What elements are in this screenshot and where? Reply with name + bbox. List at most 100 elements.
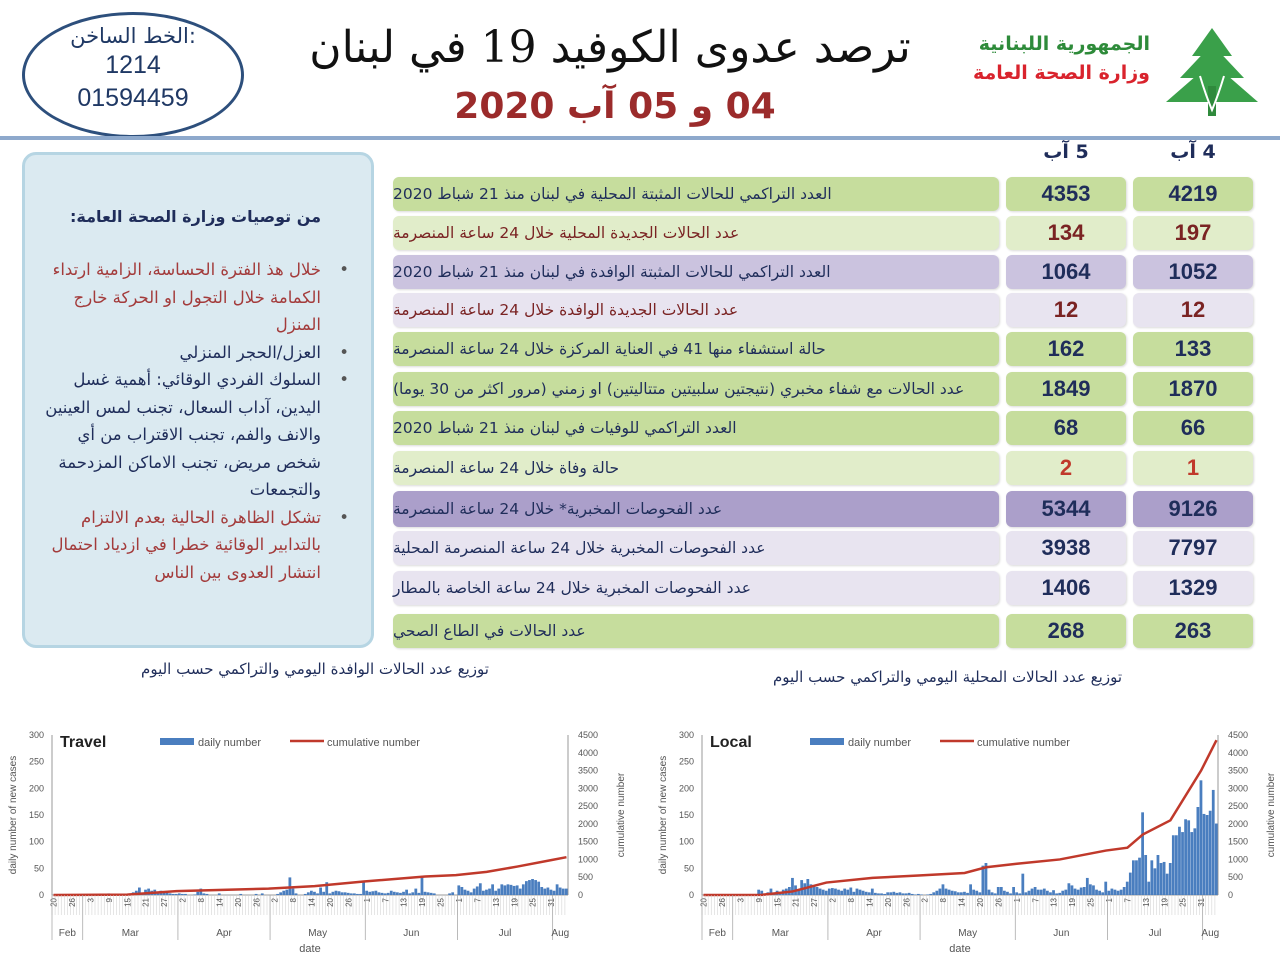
daily-bar bbox=[374, 890, 378, 895]
daily-bar bbox=[196, 891, 200, 895]
hotline-label: الخط الساخن: bbox=[70, 24, 196, 48]
daily-bar bbox=[1199, 780, 1203, 895]
row-label-text: عدد الحالات في الطاع الصحي bbox=[393, 622, 586, 640]
daily-bar bbox=[910, 893, 914, 895]
value-aug5-text: 68 bbox=[1053, 415, 1079, 440]
daily-bar bbox=[870, 888, 874, 895]
daily-bar bbox=[168, 893, 172, 895]
daily-bar bbox=[217, 893, 221, 895]
daily-bar bbox=[849, 887, 853, 895]
daily-bar bbox=[935, 890, 939, 895]
x-tick-label: 26 bbox=[718, 897, 727, 906]
value-aug4-text: 1 bbox=[1186, 455, 1200, 480]
x-tick-label: 13 bbox=[400, 897, 409, 906]
x-tick-label: 25 bbox=[1179, 897, 1188, 906]
value-aug4: 7797 bbox=[1133, 531, 1253, 565]
x-tick-label: 26 bbox=[994, 897, 1003, 906]
month-label: Feb bbox=[709, 928, 727, 939]
daily-bar bbox=[926, 894, 929, 895]
daily-bar bbox=[966, 892, 969, 895]
legend-line-label: cumulative number bbox=[327, 737, 420, 749]
daily-bar bbox=[515, 885, 519, 895]
y-tick-label: 150 bbox=[679, 810, 694, 820]
x-tick-label: 14 bbox=[865, 897, 874, 906]
daily-bar bbox=[947, 889, 951, 895]
daily-bar bbox=[310, 890, 313, 895]
daily-bar bbox=[552, 890, 556, 895]
x-tick-label: 15 bbox=[773, 897, 782, 906]
x-tick-label: 7 bbox=[1123, 897, 1132, 902]
y2-axis-title: cumulative number bbox=[1266, 772, 1277, 857]
value-aug5: 1064 bbox=[1006, 255, 1126, 289]
daily-bar bbox=[1082, 887, 1086, 895]
row-label: حالة استشفاء منها 41 في العناية المركزة … bbox=[393, 332, 999, 366]
daily-bar bbox=[202, 893, 206, 895]
hotline-number-landline: 01594459 bbox=[77, 84, 189, 112]
daily-bar bbox=[331, 891, 335, 895]
y2-tick-label: 1000 bbox=[578, 854, 598, 864]
daily-bar bbox=[1147, 881, 1151, 895]
daily-bar bbox=[1036, 889, 1040, 895]
value-aug4: 133 bbox=[1133, 332, 1253, 366]
daily-bar bbox=[999, 887, 1003, 895]
daily-bar bbox=[944, 888, 948, 895]
daily-bar bbox=[993, 893, 997, 895]
daily-bar bbox=[463, 889, 467, 895]
y2-tick-label: 1500 bbox=[1228, 837, 1248, 847]
daily-bar bbox=[1024, 892, 1028, 895]
value-aug4: 66 bbox=[1133, 411, 1253, 445]
daily-bar bbox=[1211, 789, 1215, 895]
daily-bar bbox=[892, 891, 896, 895]
x-tick-label: 14 bbox=[215, 897, 224, 906]
row-label-text: عدد الحالات الجديدة المحلية خلال 24 ساعة… bbox=[393, 224, 740, 242]
daily-bar bbox=[353, 893, 356, 895]
daily-bar bbox=[960, 892, 963, 895]
row-label: عدد الفحوصات المخبرية* خلال 24 ساعة المن… bbox=[393, 491, 999, 527]
x-tick-label: 8 bbox=[939, 897, 948, 902]
daily-bar bbox=[1156, 855, 1160, 895]
value-aug5-text: 134 bbox=[1047, 220, 1085, 245]
daily-bar bbox=[340, 892, 344, 895]
month-label: Apr bbox=[866, 928, 882, 939]
x-tick-label: 2 bbox=[921, 897, 930, 902]
daily-bar bbox=[343, 892, 347, 895]
column-header-aug4: 4 آب bbox=[1170, 141, 1216, 163]
y2-axis-title: cumulative number bbox=[616, 772, 627, 857]
hotline-number: 1214 bbox=[105, 51, 161, 79]
row-label: عدد الفحوصات المخبرية خلال 24 ساعة الخاص… bbox=[393, 571, 999, 605]
daily-bar bbox=[1076, 889, 1080, 895]
daily-bar bbox=[886, 892, 890, 895]
month-label: May bbox=[308, 928, 327, 939]
daily-bar bbox=[518, 888, 522, 895]
value-aug4-text: 1870 bbox=[1168, 376, 1218, 401]
daily-bar bbox=[867, 892, 871, 895]
daily-bar bbox=[558, 887, 562, 895]
value-aug5: 2 bbox=[1006, 451, 1126, 485]
daily-bar bbox=[319, 887, 322, 895]
daily-bar bbox=[546, 887, 550, 895]
daily-bar bbox=[809, 884, 813, 895]
recommendation-item: السلوك الفردي الوقائي: أهمية غسل اليدين،… bbox=[39, 366, 349, 504]
daily-bar bbox=[503, 885, 507, 895]
row-label-text: العدد التراكمي للحالات المثبتة الوافدة ف… bbox=[393, 263, 831, 281]
daily-bar bbox=[1128, 872, 1132, 895]
daily-bar bbox=[831, 888, 834, 895]
daily-bar bbox=[843, 888, 847, 895]
row-label: العدد التراكمي للوفيات في لبنان منذ 21 ش… bbox=[393, 411, 999, 445]
daily-bar bbox=[494, 890, 498, 895]
y-tick-label: 150 bbox=[29, 810, 44, 820]
x-axis-title: date bbox=[299, 943, 320, 955]
daily-bar bbox=[491, 884, 494, 895]
daily-bar bbox=[834, 888, 837, 895]
value-aug4: 197 bbox=[1133, 216, 1253, 250]
x-tick-label: 25 bbox=[437, 897, 446, 906]
daily-bar bbox=[827, 888, 831, 895]
y2-tick-label: 3000 bbox=[578, 783, 598, 793]
daily-bar bbox=[316, 893, 319, 895]
daily-bar bbox=[1144, 855, 1148, 895]
daily-bar bbox=[901, 893, 905, 895]
daily-bar bbox=[184, 893, 187, 895]
daily-bar bbox=[1098, 890, 1101, 895]
daily-bar bbox=[929, 893, 933, 895]
daily-bar bbox=[525, 881, 528, 895]
